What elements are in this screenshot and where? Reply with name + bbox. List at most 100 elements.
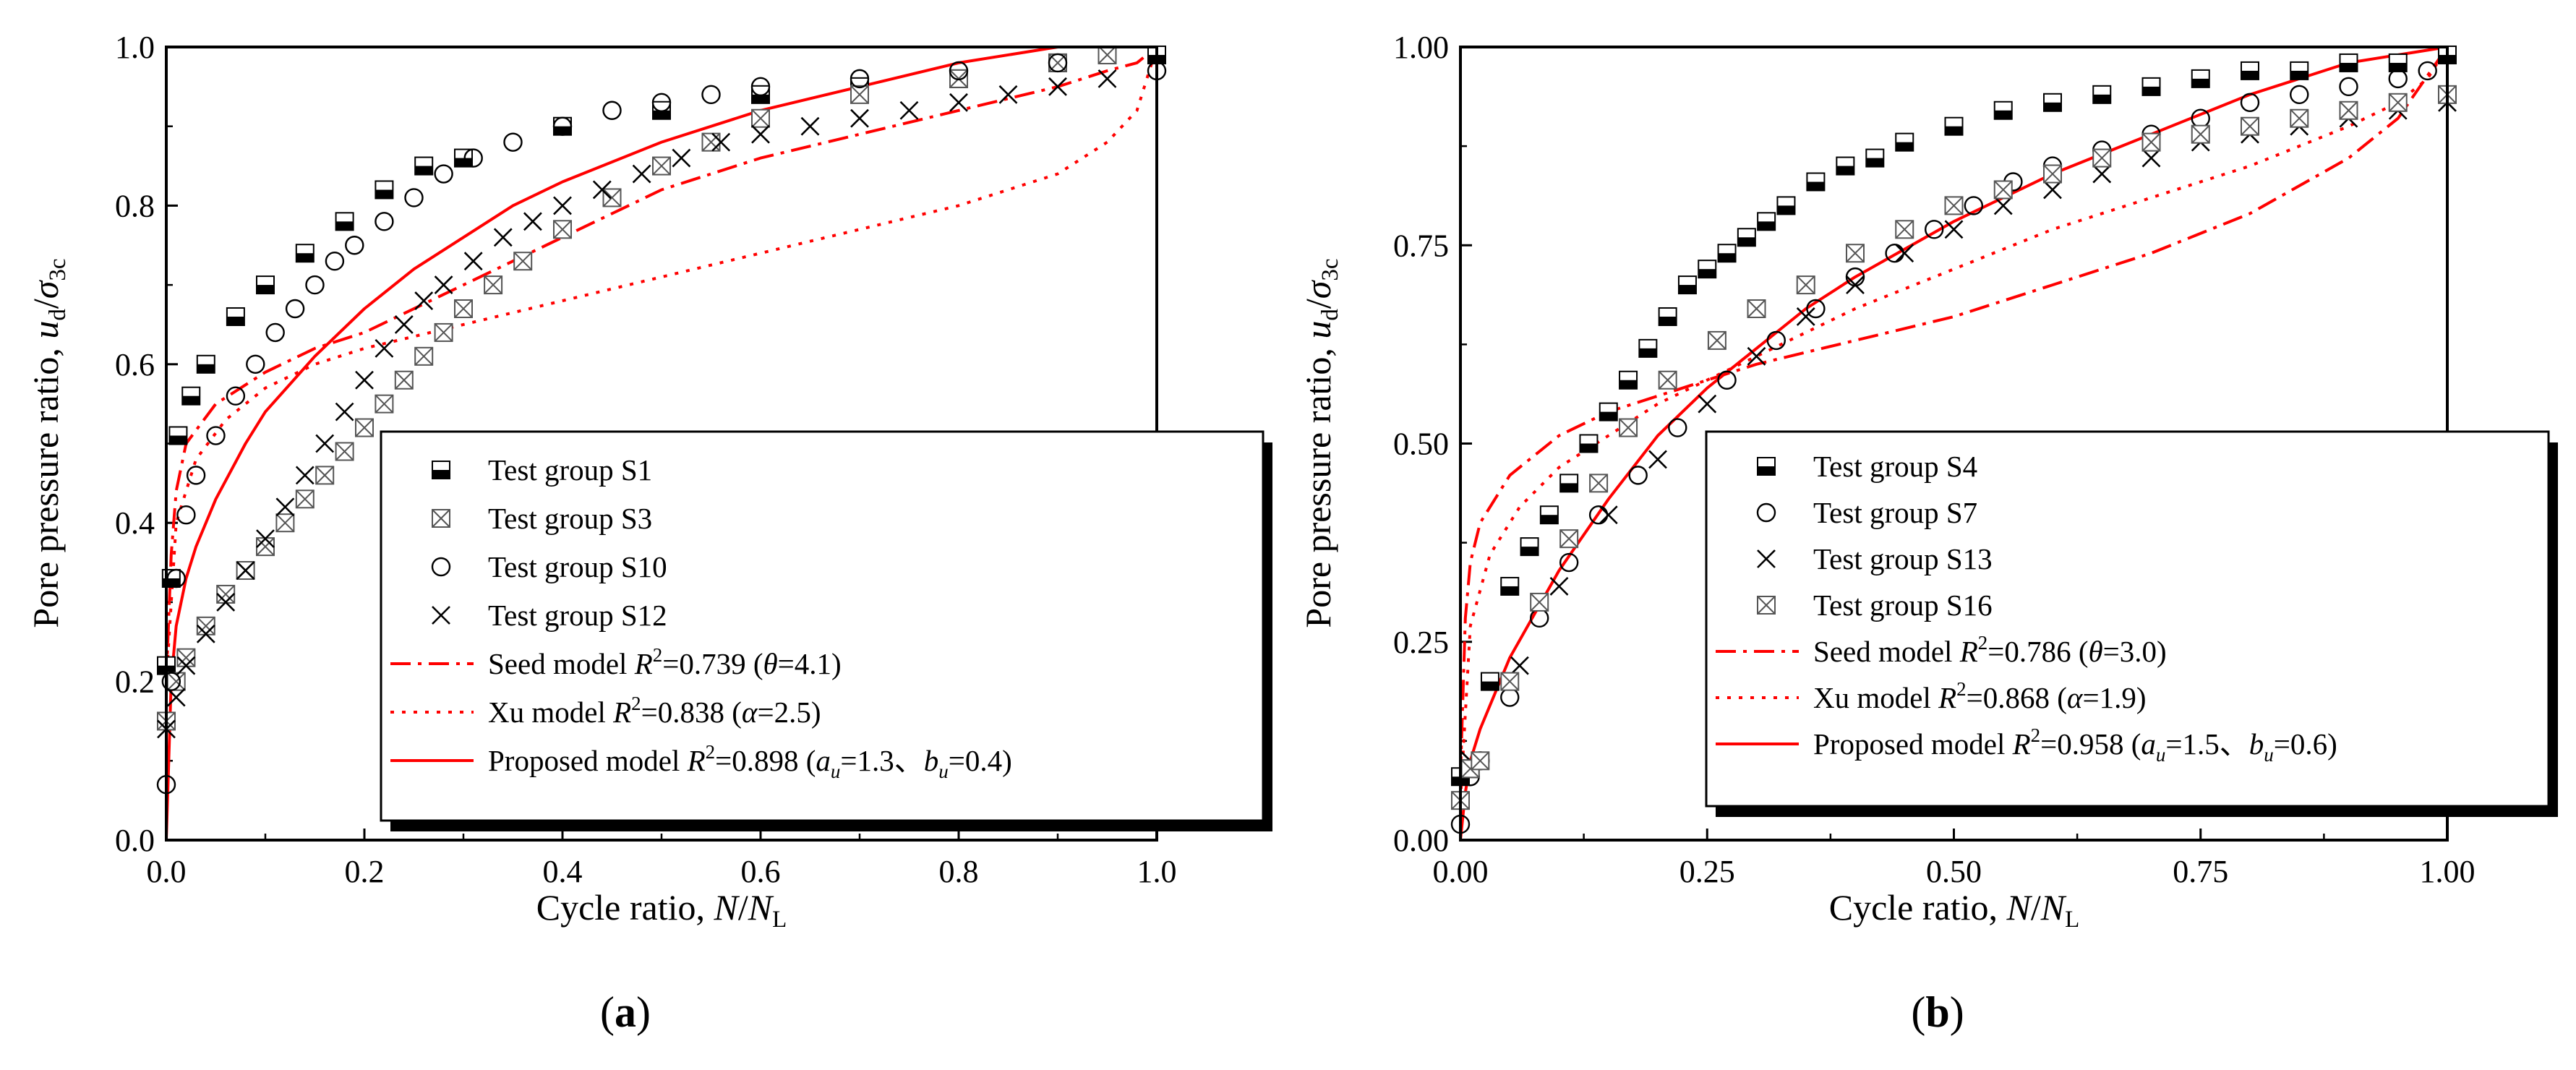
- panel-b-legend: Test group S4 Test group S7 Test group S13…: [1705, 430, 2558, 817]
- panel-a-point-s12-7: [275, 497, 295, 517]
- panel-b-point-s16-16: [2043, 164, 2062, 184]
- panel-a-y-tick-label-3: 0.6: [115, 347, 155, 382]
- panel-b-x-tick-labels: 0.00 0.25 0.50 0.75 1.00: [1433, 854, 2476, 889]
- panel-a-point-s12-12: [375, 338, 394, 358]
- panel-b-point-s13-14: [2043, 180, 2062, 200]
- panel-a-point-s1-14: [751, 85, 770, 104]
- panel-a-point-s3-18: [513, 252, 533, 271]
- panel-b-point-s13-11: [1895, 244, 1914, 263]
- panel-a-point-s3-16: [454, 299, 473, 319]
- panel-a-data-points: [156, 45, 1167, 795]
- panel-b-point-s13-16: [2141, 148, 2161, 168]
- panel-a-point-s12-8: [295, 466, 314, 485]
- panel-a-point-s12-19: [553, 196, 572, 215]
- panel-b-point-s4-23: [1993, 100, 2013, 120]
- panel-a-caption: (a): [600, 988, 651, 1036]
- panel-a-point-s12-20: [592, 180, 612, 200]
- panel-b-point-s16-13: [1895, 220, 1914, 239]
- panel-b-x-tick-label-4: 1.00: [2420, 854, 2476, 889]
- panel-b-series-test-group-s4: [1451, 45, 2457, 787]
- panel-a-legend-label-1: Test group S3: [488, 502, 652, 535]
- panel-a-point-s3-17: [484, 275, 503, 295]
- panel-b-point-s7-24: [2388, 69, 2408, 89]
- panel-a-point-s3-11: [355, 418, 374, 437]
- panel-a-point-s10-13: [375, 212, 394, 231]
- panel-a-x-tick-label-2: 0.4: [543, 854, 583, 889]
- panel-a-point-s3-3: [196, 616, 215, 635]
- panel-a-point-s10-15: [434, 164, 453, 184]
- panel-b-point-s7-25: [2418, 61, 2437, 81]
- panel-b-point-s16-6: [1589, 474, 1609, 493]
- panel-a-point-s10-8: [265, 322, 285, 343]
- panel-a-point-s3-8: [295, 489, 314, 509]
- panel-b-point-s13-6: [1648, 450, 1667, 469]
- panel-a-point-s3-9: [315, 466, 335, 485]
- panel-a-point-s3-13: [394, 370, 414, 390]
- panel-a-series-test-group-s10: [156, 53, 1167, 795]
- panel-a-legend-label-0: Test group S1: [488, 453, 652, 487]
- panel-a-y-tick-label-0: 0.0: [115, 823, 155, 858]
- panel-b: 0.00 0.25 0.50 0.75 1.00 0.00 0.25 0.50 0.75 1.0…: [1298, 30, 2558, 1036]
- panel-b-point-s4-21: [1895, 132, 1914, 152]
- panel-b-proposed-model-curve: [1459, 46, 2448, 841]
- panel-a-point-s3-7: [275, 513, 295, 533]
- panel-a-proposed-model-curve: [165, 46, 1157, 841]
- panel-b-point-s16-11: [1796, 275, 1815, 295]
- panel-a-point-s3-2: [176, 648, 196, 667]
- panel-a-point-s10-9: [285, 299, 305, 319]
- panel-b-x-tick-label-2: 0.50: [1926, 854, 1982, 889]
- panel-a-point-s12-30: [1048, 77, 1067, 96]
- panel-b-series-test-group-s16: [1451, 85, 2457, 810]
- panel-b-point-s13-15: [2092, 164, 2112, 184]
- panel-b-point-s13-5: [1599, 505, 1618, 525]
- panel-b-point-s16-8: [1658, 370, 1677, 390]
- panel-b-point-s7-22: [2290, 85, 2309, 105]
- panel-a-point-s1-8: [335, 212, 354, 231]
- panel-a-point-s12-1: [166, 688, 186, 707]
- panel-b-point-s16-14: [1944, 196, 1964, 215]
- panel-a-legend-entries: Test group S1 Test group S3 Test group S10…: [390, 453, 1012, 782]
- panel-b-point-s4-16: [1757, 212, 1776, 231]
- panel-a-point-s12-4: [216, 592, 236, 612]
- panel-b-point-s4-26: [2141, 77, 2161, 96]
- panel-a-point-s3-21: [652, 156, 671, 176]
- panel-b-point-s4-15: [1737, 228, 1756, 247]
- panel-a-legend-box: [380, 430, 1265, 822]
- panel-b-data-points: [1450, 45, 2457, 834]
- panel-b-point-s16-4: [1530, 592, 1549, 612]
- panel-b-point-s4-12: [1677, 275, 1697, 295]
- panel-b-y-tick-label-0: 0.00: [1393, 823, 1449, 858]
- panel-b-legend-marker-1: [1756, 502, 1776, 523]
- panel-b-point-s4-9: [1619, 370, 1638, 390]
- panel-b-legend-marker-2: [1757, 549, 1776, 568]
- panel-b-point-s16-9: [1707, 330, 1726, 350]
- panel-a-point-s1-7: [295, 244, 314, 263]
- panel-a-point-s12-26: [850, 108, 869, 128]
- panel-b-y-tick-label-2: 0.50: [1393, 427, 1449, 462]
- panel-a-point-s12-13: [394, 315, 414, 334]
- panel-a-point-s1-11: [454, 148, 473, 168]
- panel-a-x-axis-label: Cycle ratio, N/NL: [536, 887, 787, 933]
- panel-b-point-s4-25: [2092, 85, 2112, 104]
- panel-a-point-s3-19: [553, 220, 572, 239]
- panel-a-xu-model-curve: [165, 46, 1158, 682]
- panel-a-point-s12-27: [899, 100, 919, 120]
- panel-a-point-s10-10: [305, 275, 325, 295]
- panel-b-point-s16-23: [2388, 93, 2408, 112]
- panel-b-point-s4-5: [1539, 505, 1559, 525]
- panel-b-legend-label-5: Xu model R2=0.868 (α=1.9): [1813, 678, 2146, 714]
- panel-b-point-s7-15: [1964, 196, 1984, 215]
- panel-a-point-s10-20: [651, 93, 672, 112]
- panel-a-point-s10-23: [850, 69, 870, 89]
- panel-b-point-s7-7: [1628, 466, 1648, 485]
- panel-a-point-s1-10: [414, 156, 434, 176]
- panel-b-point-s7-9: [1717, 370, 1737, 390]
- panel-b-y-tick-label-1: 0.25: [1393, 625, 1449, 660]
- panel-b-point-s4-3: [1500, 576, 1520, 596]
- panel-a-point-s12-15: [434, 275, 453, 295]
- panel-b-point-s4-22: [1944, 116, 1964, 136]
- panel-a-point-s10-21: [701, 85, 721, 105]
- panel-b-point-s4-13: [1698, 260, 1717, 279]
- panel-b-point-s7-21: [2240, 93, 2260, 112]
- panel-b-point-s4-2: [1480, 672, 1499, 691]
